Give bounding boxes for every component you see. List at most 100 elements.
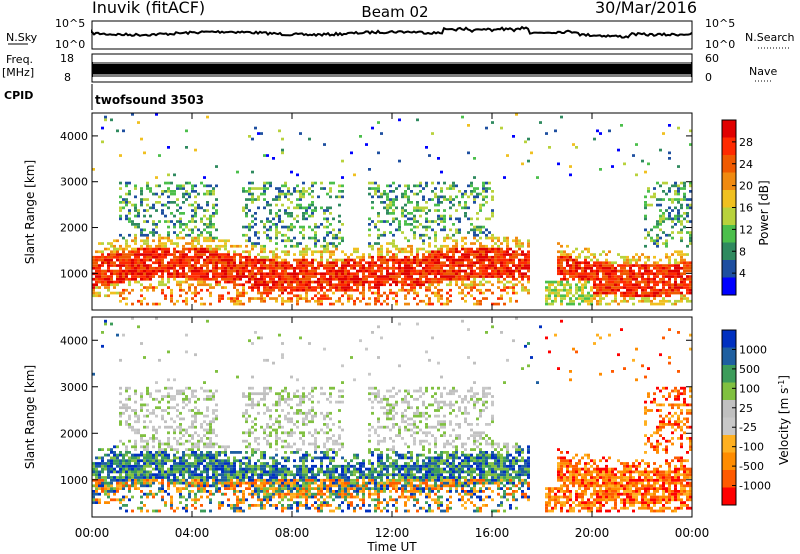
power-cell <box>305 272 308 276</box>
power-cell <box>188 266 191 270</box>
power-cell <box>644 170 647 174</box>
power-cell <box>215 266 218 270</box>
power-cell <box>659 266 662 270</box>
power-cell <box>335 244 338 248</box>
power-cell <box>266 228 269 232</box>
velocity-cell <box>209 476 212 479</box>
power-cell <box>359 264 362 267</box>
power-cell <box>434 258 437 262</box>
power-cell <box>137 299 140 303</box>
velocity-cell <box>200 487 203 490</box>
velocity-cell <box>176 448 179 451</box>
velocity-cell <box>170 498 173 502</box>
velocity-cell <box>140 473 143 477</box>
power-cell <box>302 253 305 256</box>
velocity-cell <box>191 470 194 474</box>
power-cell <box>518 280 521 284</box>
power-cell <box>572 143 575 146</box>
power-cell <box>578 286 581 289</box>
power-cell <box>119 209 122 212</box>
velocity-cell <box>179 487 182 490</box>
power-cell <box>602 288 605 292</box>
power-cell <box>488 255 491 259</box>
velocity-cell <box>98 498 101 502</box>
velocity-cell <box>143 462 146 465</box>
velocity-cell <box>152 476 155 479</box>
power-cell <box>203 184 206 188</box>
power-cell <box>260 250 263 254</box>
power-cell <box>359 269 362 273</box>
power-cell <box>560 261 563 265</box>
power-cell <box>212 258 215 262</box>
power-cell <box>233 286 236 289</box>
velocity-cell <box>221 451 224 454</box>
power-cell <box>389 203 392 207</box>
power-cell <box>149 250 152 254</box>
velocity-cell <box>107 459 110 463</box>
power-cell <box>434 255 437 259</box>
velocity-cell <box>149 459 152 463</box>
power-cell <box>206 283 209 287</box>
power-cell <box>686 297 689 300</box>
power-cell <box>434 233 437 237</box>
power-cell <box>287 225 290 229</box>
power-cell <box>473 253 476 256</box>
power-cell <box>644 294 647 298</box>
power-cell <box>479 299 482 303</box>
power-cell <box>191 239 194 243</box>
velocity-cell <box>98 464 101 468</box>
power-cell <box>107 242 110 245</box>
power-cell <box>167 201 170 204</box>
velocity-cell <box>158 476 161 479</box>
power-cell <box>596 286 599 289</box>
power-cell <box>440 302 443 306</box>
velocity-cell <box>176 425 179 429</box>
power-cell <box>368 168 371 171</box>
power-cell <box>146 181 149 185</box>
power-cell <box>515 277 518 281</box>
power-cell <box>143 277 146 281</box>
velocity-cell <box>245 487 248 490</box>
velocity-cell <box>203 420 206 424</box>
power-cell <box>248 299 251 303</box>
power-cell <box>569 291 572 295</box>
power-cell <box>326 264 329 267</box>
power-cell <box>242 269 245 273</box>
velocity-cell <box>185 350 188 354</box>
power-cell <box>140 201 143 204</box>
power-cell <box>560 269 563 273</box>
power-cell <box>581 277 584 281</box>
power-cell <box>104 277 107 281</box>
power-cell <box>599 253 602 256</box>
power-cell <box>245 280 248 284</box>
power-cell <box>665 192 668 196</box>
power-cell <box>254 277 257 281</box>
power-cell <box>140 239 143 243</box>
power-cell <box>287 266 290 270</box>
power-cell <box>305 283 308 287</box>
power-cell <box>596 275 599 278</box>
power-cell <box>482 258 485 262</box>
velocity-cell <box>104 487 107 490</box>
velocity-cell <box>155 381 158 384</box>
power-cell <box>197 228 200 232</box>
velocity-cell <box>125 484 128 488</box>
power-cell <box>155 201 158 204</box>
power-cell <box>110 280 113 284</box>
power-cell <box>506 272 509 276</box>
velocity-cell <box>221 462 224 465</box>
velocity-cell <box>191 448 194 451</box>
power-cell <box>407 187 410 190</box>
power-cell <box>275 228 278 232</box>
velocity-cell <box>119 484 122 488</box>
power-cell <box>371 261 374 265</box>
power-cell <box>281 280 284 284</box>
velocity-cell <box>185 506 188 510</box>
power-cell <box>599 299 602 303</box>
power-cell <box>389 291 392 295</box>
power-cell <box>404 280 407 284</box>
power-cell <box>368 280 371 284</box>
power-cell <box>230 272 233 276</box>
power-cell <box>197 239 200 243</box>
power-cell <box>539 121 542 124</box>
